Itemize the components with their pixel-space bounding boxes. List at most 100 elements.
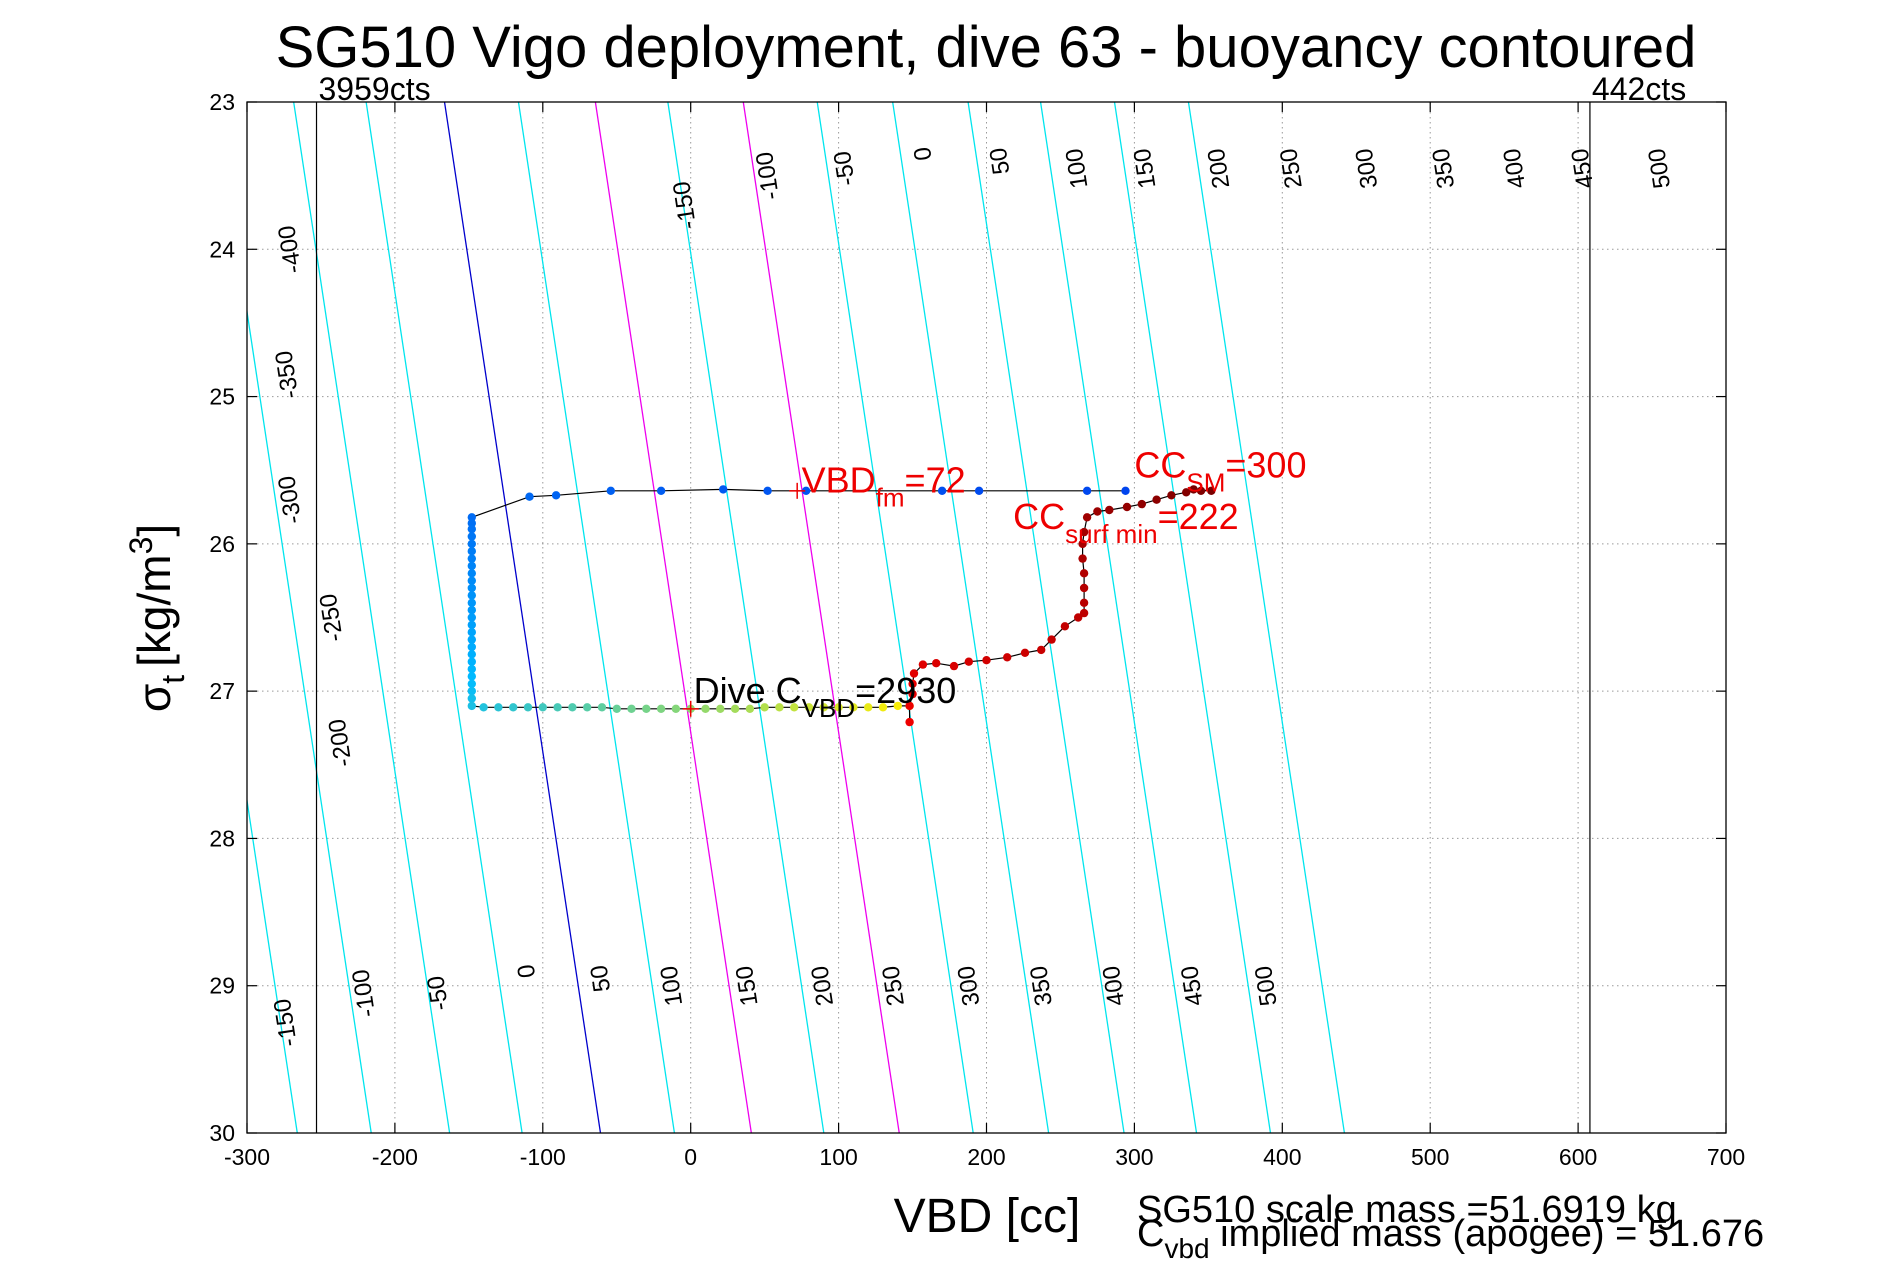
data-point	[1121, 486, 1130, 495]
annotation-label: CCSM=300	[1134, 445, 1306, 498]
data-point	[467, 591, 476, 600]
contour-line	[742, 102, 900, 1133]
x-tick-label: 0	[684, 1144, 697, 1170]
data-point	[909, 669, 919, 678]
data-point	[1152, 495, 1161, 504]
data-point	[905, 717, 914, 727]
annotation-label: CCsurf min=222	[1013, 496, 1239, 549]
data-point	[1093, 507, 1102, 516]
contour-label: 0	[909, 145, 938, 162]
data-point	[1105, 505, 1114, 515]
data-point	[1079, 527, 1089, 537]
data-point	[804, 703, 814, 712]
data-point	[719, 485, 728, 494]
data-point	[1003, 653, 1012, 662]
x-tick-label: -200	[372, 1144, 418, 1170]
data-point	[467, 620, 476, 630]
data-point	[1079, 569, 1089, 578]
contour-line	[816, 102, 974, 1133]
data-point	[918, 660, 928, 669]
contour-label: 350	[1428, 147, 1461, 191]
contour-label: 200	[1203, 147, 1236, 191]
data-point	[1060, 622, 1070, 631]
data-point	[494, 703, 503, 712]
x-tick-label: 200	[967, 1144, 1005, 1170]
data-point	[538, 703, 547, 712]
data-point	[819, 703, 828, 712]
data-point	[1047, 635, 1056, 644]
contour-line	[517, 102, 676, 1133]
footer-c: C	[1137, 1213, 1164, 1255]
y-tick-label: 29	[209, 973, 235, 999]
x-tick-label: 500	[1411, 1144, 1449, 1170]
contour-label: 250	[877, 964, 910, 1008]
data-point	[1207, 486, 1216, 495]
y-tick-label: 27	[209, 678, 235, 704]
data-point	[467, 554, 476, 563]
y-label-close: ]	[128, 524, 180, 537]
data-point	[467, 642, 476, 652]
contour-label: 100	[655, 964, 688, 1008]
data-point	[1122, 502, 1132, 512]
data-point	[760, 703, 769, 712]
footer-implied-text: implied mass (apogee) = 51.676	[1210, 1213, 1765, 1255]
contour-label: 300	[953, 964, 986, 1008]
data-point	[775, 703, 784, 712]
data-point	[479, 703, 488, 712]
data-point	[949, 661, 959, 671]
y-label-sub: t	[155, 675, 191, 684]
data-point	[849, 703, 858, 712]
x-tick-label: 400	[1263, 1144, 1301, 1170]
data-point	[467, 576, 476, 585]
data-point	[656, 704, 666, 713]
data-point	[763, 486, 772, 495]
data-point	[523, 703, 533, 712]
x-tick-label: 100	[819, 1144, 857, 1170]
contour-line	[667, 102, 825, 1133]
data-point	[467, 598, 476, 607]
contour-line	[1187, 102, 1346, 1133]
data-point	[1182, 488, 1191, 497]
contour-line	[247, 796, 298, 1133]
data-point	[745, 704, 755, 713]
y-axis-label: σt [kg/m3]	[123, 524, 191, 712]
contour-line	[967, 102, 1125, 1133]
data-point	[982, 656, 991, 665]
data-point	[467, 686, 476, 696]
footer-scale-mass: SG510 scale mass =51.6919 kg	[1137, 1189, 1677, 1231]
data-point	[790, 703, 799, 712]
y-tick-label: 26	[209, 531, 235, 557]
contour-line	[892, 102, 1050, 1133]
data-point	[974, 486, 984, 495]
data-point	[1082, 513, 1092, 522]
y-tick-label: 30	[209, 1120, 235, 1146]
annotation-subscript: surf min	[1065, 519, 1157, 549]
contour-label: 300	[1351, 147, 1384, 191]
data-point	[568, 703, 577, 712]
contour-line	[365, 102, 523, 1133]
y-tick-label: 23	[209, 89, 235, 115]
data-point	[730, 704, 740, 713]
annotation-label: VBDfm=72	[802, 459, 966, 512]
data-point	[467, 519, 476, 528]
annotation-subscript: fm	[876, 482, 905, 512]
data-point	[964, 657, 973, 666]
y-tick-label: 24	[209, 236, 235, 262]
data-point	[467, 679, 476, 688]
annotation-tail: =72	[905, 459, 966, 500]
data-point	[467, 583, 476, 593]
contour-line	[0, 102, 67, 1133]
x-tick-label: -100	[520, 1144, 566, 1170]
data-point	[642, 704, 651, 713]
contour-line	[1039, 102, 1198, 1133]
buoyancy-contours	[0, 102, 1346, 1133]
data-point	[1082, 486, 1092, 495]
annotation-subscript: SM	[1186, 468, 1225, 498]
y-label-sigma: σ	[128, 684, 180, 712]
data-point	[627, 704, 636, 713]
chart-title: SG510 Vigo deployment, dive 63 - buoyanc…	[276, 15, 1697, 80]
data-point	[467, 635, 476, 644]
contour-label: 100	[1061, 147, 1094, 191]
annotation-tail: =300	[1225, 445, 1306, 486]
